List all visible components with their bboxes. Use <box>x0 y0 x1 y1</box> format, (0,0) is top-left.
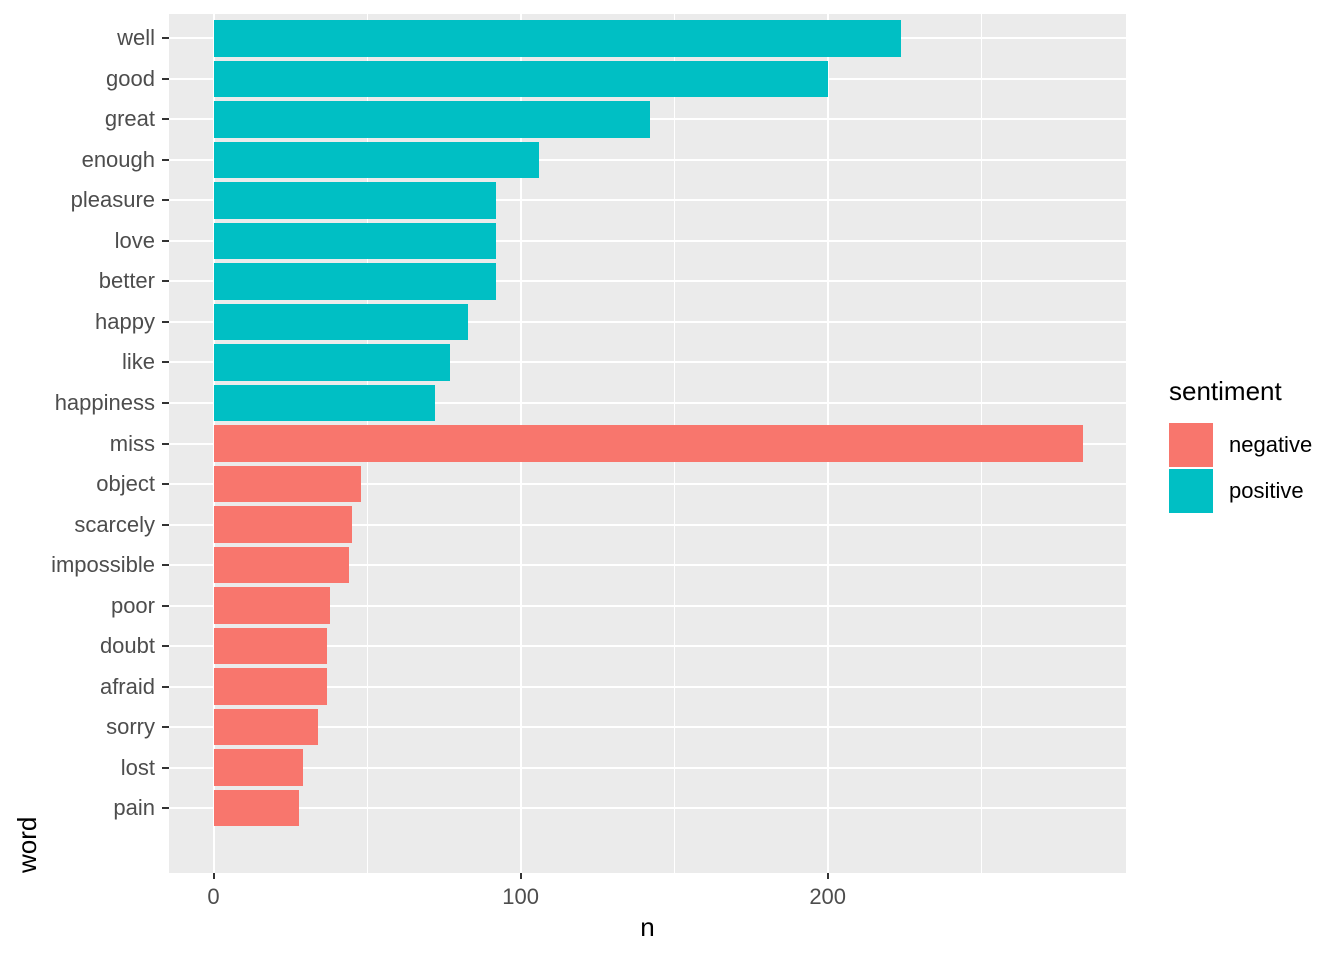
y-axis-title: word <box>12 816 42 873</box>
y-tick-label-happy: happy <box>95 308 155 334</box>
bar-impossible <box>213 546 349 584</box>
y-tick-label-great: great <box>104 106 155 132</box>
bar-doubt <box>213 627 328 665</box>
y-tick-label-better: better <box>98 268 155 294</box>
bar-lost <box>213 749 303 786</box>
y-tick-label-doubt: doubt <box>99 633 155 659</box>
y-tick-mark <box>162 361 169 364</box>
bar-happy <box>213 303 469 341</box>
y-tick-label-good: good <box>106 65 155 91</box>
bar-poor <box>213 587 331 624</box>
gridline-category <box>169 807 1126 810</box>
y-tick-label-miss: miss <box>109 430 155 456</box>
x-tick-mark <box>212 873 215 879</box>
y-tick-mark <box>162 320 169 323</box>
positive-swatch-icon <box>1169 469 1213 513</box>
y-tick-mark <box>162 645 169 648</box>
y-tick-mark <box>162 483 169 486</box>
x-tick-label-0: 0 <box>207 884 220 909</box>
y-tick-mark <box>162 685 169 688</box>
y-tick-label-enough: enough <box>81 146 155 172</box>
y-tick-mark <box>162 37 169 40</box>
gridline-category <box>169 280 1126 283</box>
gridline-category <box>169 320 1126 323</box>
negative-swatch-icon <box>1169 423 1213 467</box>
bar-better <box>213 263 497 300</box>
gridline-category <box>169 158 1126 161</box>
x-tick-mark <box>826 873 829 879</box>
y-tick-label-object: object <box>96 471 155 497</box>
plot-panel <box>169 14 1126 873</box>
x-tick-label-100: 100 <box>502 884 539 909</box>
y-tick-mark <box>162 726 169 729</box>
gridline-category <box>169 239 1126 242</box>
y-tick-mark <box>162 564 169 567</box>
gridline-category <box>169 766 1126 769</box>
gridline-category <box>169 604 1126 607</box>
gridline-category <box>169 523 1126 526</box>
legend-title: sentiment <box>1169 376 1282 406</box>
y-tick-label-impossible: impossible <box>51 552 155 578</box>
y-tick-mark <box>162 77 169 80</box>
gridline-category <box>169 685 1126 688</box>
bar-afraid <box>213 668 328 705</box>
y-tick-mark <box>162 766 169 769</box>
y-tick-label-happiness: happiness <box>54 389 155 415</box>
gridline-category <box>169 645 1126 648</box>
y-tick-mark <box>162 442 169 445</box>
bar-scarcely <box>213 506 352 543</box>
gridline-category <box>169 564 1126 567</box>
y-tick-mark <box>162 401 169 404</box>
legend-entry-negative: negative <box>1169 423 1339 467</box>
gridline-category <box>169 361 1126 364</box>
legend-entry-positive: positive <box>1169 469 1339 513</box>
x-tick-mark <box>519 873 522 879</box>
y-tick-label-pain: pain <box>113 795 155 821</box>
bar-love <box>213 222 497 260</box>
bar-enough <box>213 141 539 179</box>
y-tick-label-afraid: afraid <box>99 673 155 699</box>
bar-pain <box>213 789 300 827</box>
y-tick-label-poor: poor <box>110 592 155 618</box>
y-tick-label-scarcely: scarcely <box>74 511 155 537</box>
y-tick-label-sorry: sorry <box>106 714 155 740</box>
bar-miss <box>213 425 1083 462</box>
y-tick-label-pleasure: pleasure <box>70 187 155 213</box>
y-tick-label-love: love <box>114 227 155 253</box>
legend-label-negative: negative <box>1229 432 1313 457</box>
y-tick-mark <box>162 280 169 283</box>
gridline-category <box>169 726 1126 729</box>
gridline-category <box>169 199 1126 202</box>
gridline-category <box>169 401 1126 404</box>
bar-pleasure <box>213 182 497 219</box>
bar-happiness <box>213 384 435 422</box>
y-tick-mark <box>162 158 169 161</box>
x-tick-label-200: 200 <box>809 884 847 909</box>
y-tick-mark <box>162 118 169 121</box>
y-tick-label-like: like <box>121 349 155 375</box>
x-axis-title: n <box>640 912 655 942</box>
bar-great <box>213 101 650 138</box>
bar-well <box>213 20 902 57</box>
bar-sorry <box>213 708 318 746</box>
legend-label-positive: positive <box>1229 478 1304 503</box>
y-tick-mark <box>162 604 169 607</box>
y-tick-mark <box>162 807 169 810</box>
bar-like <box>213 344 450 381</box>
legend: sentiment negative positive <box>1169 376 1339 515</box>
y-tick-mark <box>162 523 169 526</box>
gridline-category <box>169 483 1126 486</box>
y-tick-label-well: well <box>117 25 155 51</box>
y-tick-label-lost: lost <box>120 754 155 780</box>
y-tick-mark <box>162 199 169 202</box>
bar-object <box>213 465 361 503</box>
y-tick-mark <box>162 239 169 242</box>
bar-good <box>213 60 828 98</box>
